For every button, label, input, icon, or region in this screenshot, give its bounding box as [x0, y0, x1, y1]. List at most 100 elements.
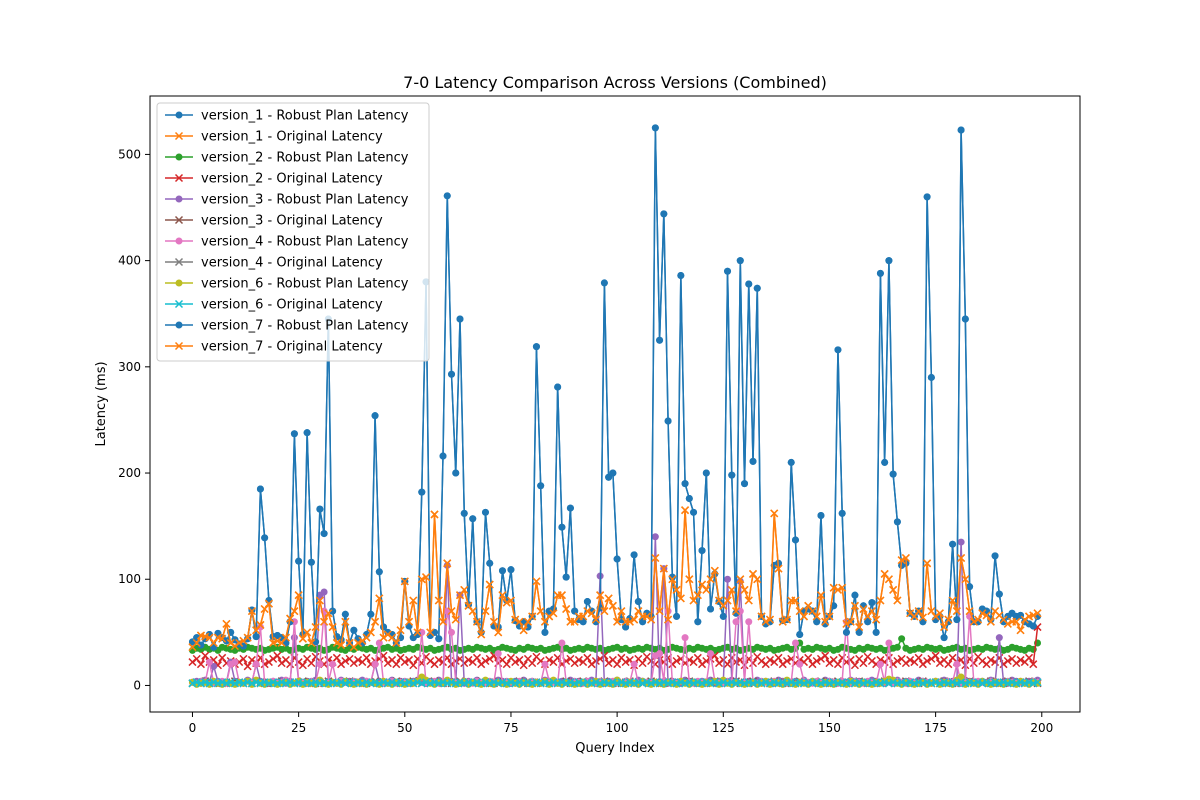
- data-point: [1029, 622, 1037, 630]
- data-point: [1016, 655, 1025, 664]
- data-point: [672, 656, 681, 666]
- data-point: [817, 512, 825, 520]
- data-point: [528, 612, 537, 621]
- data-point: [995, 634, 1003, 642]
- data-point: [451, 615, 460, 624]
- data-point: [324, 609, 333, 618]
- data-point: [782, 615, 792, 624]
- data-point: [316, 505, 324, 513]
- data-point: [706, 575, 715, 584]
- data-point: [893, 643, 901, 651]
- data-point: [1029, 611, 1038, 620]
- data-point: [681, 634, 689, 642]
- data-point: [668, 573, 676, 581]
- data-point: [621, 658, 630, 667]
- data-point: [341, 617, 350, 626]
- data-point: [825, 612, 834, 621]
- data-point: [396, 626, 405, 635]
- data-point: [583, 598, 591, 606]
- x-tick-label: 25: [291, 721, 306, 735]
- data-point: [724, 575, 732, 583]
- data-point: [405, 617, 414, 626]
- data-point: [448, 370, 456, 378]
- legend-item: version_4 - Robust Plan Latency: [165, 235, 409, 250]
- data-point: [511, 615, 520, 624]
- data-point: [392, 638, 401, 647]
- legend-label: version_6 - Robust Plan Latency: [201, 277, 409, 292]
- data-point: [371, 412, 379, 420]
- data-point: [570, 617, 579, 626]
- data-point: [969, 617, 978, 626]
- data-point: [748, 659, 758, 668]
- data-point: [1003, 619, 1012, 628]
- data-point: [511, 658, 520, 667]
- data-point: [965, 607, 974, 616]
- data-point: [961, 315, 969, 323]
- data-point: [761, 617, 770, 626]
- data-point: [812, 612, 821, 621]
- legend-label: version_3 - Original Latency: [201, 214, 383, 229]
- data-point: [604, 594, 613, 603]
- data-point: [918, 613, 927, 622]
- data-point: [651, 533, 659, 541]
- data-point: [413, 628, 422, 637]
- data-point: [197, 641, 205, 649]
- data-point: [719, 612, 727, 620]
- data-point: [745, 280, 753, 288]
- data-point: [532, 343, 540, 351]
- data-point: [698, 580, 707, 589]
- data-point: [354, 638, 363, 647]
- data-point: [222, 619, 231, 628]
- legend-swatch-marker: [174, 299, 184, 309]
- data-point: [638, 659, 647, 668]
- data-point: [252, 633, 260, 641]
- data-point: [337, 641, 346, 650]
- data-point: [307, 638, 316, 647]
- data-point: [438, 617, 448, 626]
- legend-label: version_1 - Original Latency: [201, 130, 383, 145]
- data-point: [460, 585, 469, 594]
- data-point: [244, 635, 252, 643]
- data-point: [295, 557, 303, 565]
- legend-item: version_3 - Original Latency: [165, 214, 383, 229]
- data-point: [681, 480, 689, 488]
- data-point: [850, 601, 859, 610]
- data-point: [583, 653, 592, 662]
- data-point: [816, 591, 825, 600]
- x-tick-label: 100: [606, 721, 629, 735]
- data-point: [558, 523, 566, 531]
- data-point: [435, 635, 443, 643]
- data-point: [876, 269, 884, 277]
- data-point: [486, 559, 494, 567]
- data-point: [923, 193, 931, 201]
- data-point: [600, 279, 608, 287]
- data-point: [656, 336, 664, 344]
- data-point: [447, 607, 456, 616]
- data-point: [732, 609, 740, 617]
- data-point: [677, 271, 685, 279]
- data-point: [1029, 660, 1038, 669]
- data-point: [693, 653, 702, 662]
- data-point: [813, 618, 821, 626]
- data-point: [290, 634, 298, 642]
- data-point: [332, 653, 341, 662]
- data-point: [881, 458, 889, 466]
- data-point: [328, 623, 337, 632]
- data-point: [634, 607, 643, 616]
- data-point: [392, 660, 401, 669]
- data-point: [630, 551, 638, 559]
- legend-swatch-marker: [175, 153, 183, 161]
- data-point: [515, 655, 524, 664]
- legend-item: version_4 - Original Latency: [165, 256, 383, 271]
- data-point: [910, 612, 919, 621]
- data-point: [796, 660, 804, 668]
- data-point: [741, 480, 749, 488]
- data-point: [859, 604, 868, 614]
- data-point: [660, 210, 668, 218]
- data-point: [409, 661, 418, 670]
- data-point: [430, 510, 439, 519]
- legend-swatch-marker: [174, 257, 184, 267]
- data-point: [914, 653, 923, 662]
- data-point: [795, 607, 804, 616]
- data-point: [765, 655, 775, 664]
